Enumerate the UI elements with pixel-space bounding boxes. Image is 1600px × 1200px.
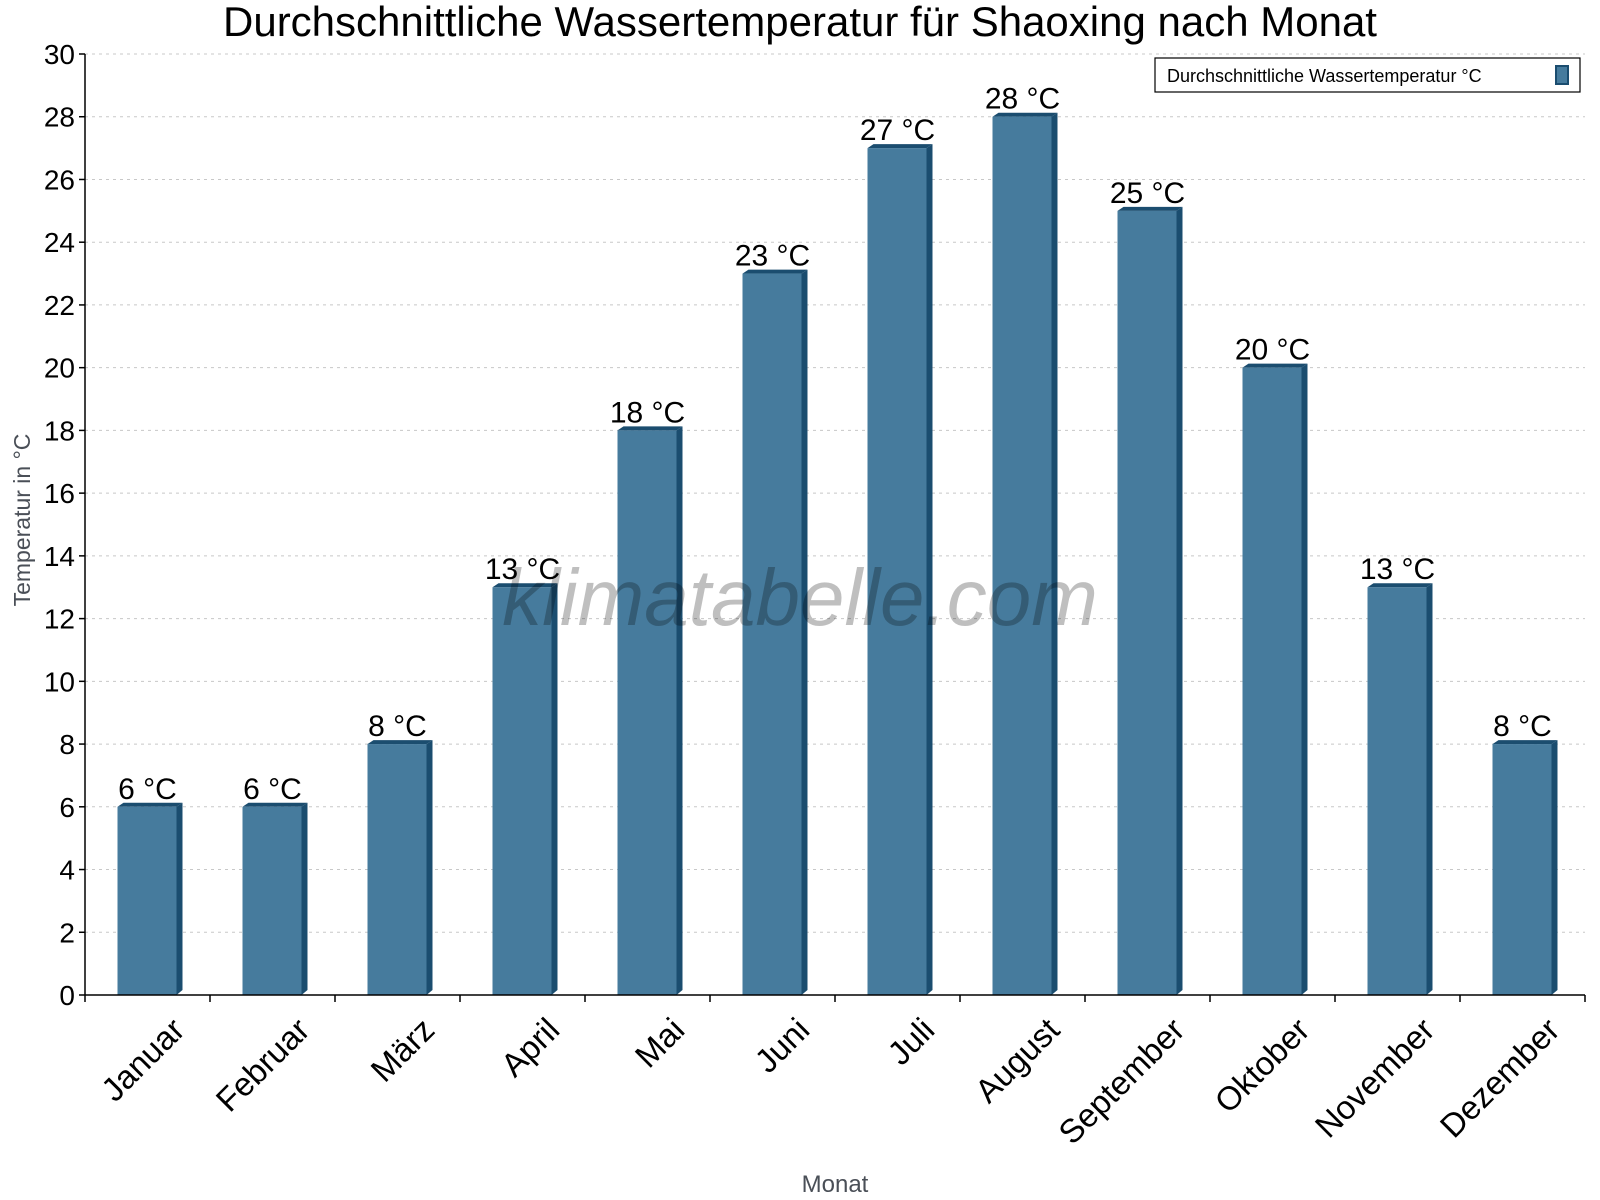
y-tick-label: 14: [44, 541, 75, 572]
data-label: 8 °C: [368, 710, 427, 743]
bar: [1492, 744, 1552, 995]
bar-top: [117, 802, 183, 807]
y-tick-label: 26: [44, 164, 75, 195]
x-tick-label: September: [1051, 1011, 1191, 1151]
x-tick-label: Dezember: [1433, 1011, 1567, 1145]
bar-top: [617, 426, 683, 431]
bar-side: [1426, 583, 1433, 995]
x-tick-label: Juli: [880, 1011, 941, 1072]
bar: [742, 273, 802, 996]
y-tick-label: 12: [44, 604, 75, 635]
x-tick-label: Juni: [747, 1011, 816, 1080]
chart-title: Durchschnittliche Wassertemperatur für S…: [223, 0, 1377, 45]
data-label: 6 °C: [243, 773, 302, 806]
data-label: 13 °C: [485, 553, 560, 586]
bar-top: [1367, 583, 1433, 588]
data-label: 23 °C: [735, 240, 810, 273]
y-axis-label: Temperatur in °C: [9, 434, 35, 607]
x-tick-label: April: [494, 1011, 567, 1084]
bar-top: [1492, 740, 1558, 745]
x-axis-label: Monat: [802, 1171, 869, 1198]
y-tick-label: 24: [44, 227, 75, 258]
bar-top: [1117, 206, 1183, 211]
bar-top: [742, 269, 808, 274]
bars: 6 °C 6 °C 8 °C 13 °C 18 °C 23 °C 27 °C 28 °C 25 …: [117, 83, 1558, 996]
x-tick-label: August: [968, 1011, 1067, 1110]
y-tick-label: 0: [59, 980, 75, 1011]
y-tick-label: 4: [59, 855, 75, 886]
bar: [1117, 210, 1177, 996]
bar-top: [867, 144, 933, 149]
data-label: 8 °C: [1493, 710, 1552, 743]
y-tick-label: 30: [44, 39, 75, 70]
x-tick-label: November: [1308, 1011, 1442, 1145]
y-tick-label: 8: [59, 729, 75, 760]
legend: Durchschnittliche Wassertemperatur °C: [1154, 57, 1581, 93]
bar: [242, 806, 302, 995]
data-label: 25 °C: [1110, 177, 1185, 210]
y-tick-label: 22: [44, 290, 75, 321]
bar: [492, 587, 552, 995]
bar-side: [1176, 206, 1183, 996]
y-tick-label: 16: [44, 478, 75, 509]
bar: [117, 806, 177, 995]
x-tick-label: Februar: [209, 1011, 317, 1119]
bar-side: [1301, 363, 1308, 996]
bar-top: [992, 112, 1058, 117]
bar-side: [301, 802, 308, 995]
y-tick-label: 18: [44, 415, 75, 446]
bar: [367, 744, 427, 995]
y-tick-label: 2: [59, 917, 75, 948]
data-label: 18 °C: [610, 396, 685, 429]
x-tick-label: Mai: [628, 1011, 692, 1075]
bar-side: [551, 583, 558, 995]
bar-top: [1242, 363, 1308, 368]
y-tick-label: 28: [44, 102, 75, 133]
bar: [1242, 367, 1302, 996]
legend-box: [1154, 57, 1581, 93]
data-label: 20 °C: [1235, 334, 1310, 367]
y-tick-label: 10: [44, 666, 75, 697]
watermark: klimatabelle.com: [502, 553, 1098, 642]
bar-side: [426, 740, 433, 995]
bar: [992, 116, 1052, 995]
x-tick-label: Oktober: [1207, 1011, 1316, 1120]
bar-side: [1051, 112, 1058, 995]
x-tick-label: Januar: [94, 1011, 192, 1109]
bar-side: [801, 269, 808, 996]
data-label: 28 °C: [985, 83, 1060, 116]
bar-side: [676, 426, 683, 995]
bar: [1367, 587, 1427, 995]
x-tick-label: März: [363, 1011, 441, 1089]
legend-label: Durchschnittliche Wassertemperatur °C: [1167, 66, 1482, 86]
bar-top: [492, 583, 558, 588]
data-label: 6 °C: [118, 773, 177, 806]
data-label: 27 °C: [860, 114, 935, 147]
legend-swatch: [1555, 65, 1569, 85]
x-axis: Januar Februar März April Mai Juni Juli AugustS…: [84, 994, 1586, 1151]
bar: [617, 430, 677, 995]
bar: [867, 148, 927, 996]
y-tick-label: 6: [59, 792, 75, 823]
grid-lines: [85, 53, 1585, 933]
bar-side: [176, 802, 183, 995]
bar-side: [926, 144, 933, 996]
y-tick-label: 20: [44, 353, 75, 384]
data-label: 13 °C: [1360, 553, 1435, 586]
bar-top: [367, 740, 433, 745]
bar-top: [242, 802, 308, 807]
bar-side: [1551, 740, 1558, 995]
